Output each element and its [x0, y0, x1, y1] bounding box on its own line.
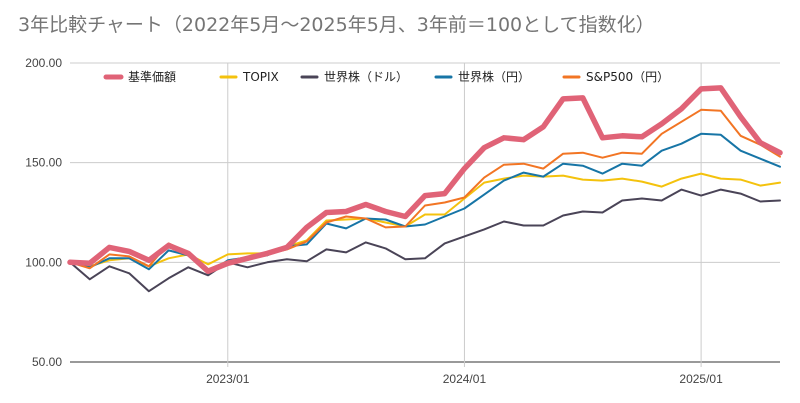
chart-title: 3年比較チャート（2022年5月〜2025年5月、3年前＝100として指数化）: [18, 14, 655, 36]
legend-label: S&P500（円）: [586, 70, 669, 84]
series-line-3: [69, 132, 781, 275]
x-tick-label: 2025/01: [679, 372, 723, 386]
series-line-4: [69, 108, 781, 271]
series-lines: [67, 85, 783, 293]
legend-label: 基準価額: [128, 69, 176, 84]
y-tick-label: 200.00: [25, 56, 62, 70]
series-line-0: [67, 85, 783, 275]
gridlines: [70, 62, 780, 367]
x-tick-label: 2024/01: [443, 372, 487, 386]
legend: 基準価額 TOPIX 世界株（ドル） 世界株（円） S&P500（円）: [103, 69, 669, 84]
legend-label: 世界株（ドル）: [324, 69, 408, 84]
x-tick-label: 2023/01: [206, 372, 250, 386]
y-tick-label: 100.00: [25, 255, 62, 269]
y-axis-ticks: 50.00 100.00 150.00 200.00: [25, 56, 62, 369]
legend-label: TOPIX: [242, 70, 279, 84]
x-axis-ticks: 2023/01 2024/01 2025/01: [206, 372, 723, 386]
y-tick-label: 50.00: [32, 355, 62, 369]
series-line-2: [69, 188, 781, 293]
legend-label: 世界株（円）: [458, 69, 530, 84]
y-tick-label: 150.00: [25, 156, 62, 170]
